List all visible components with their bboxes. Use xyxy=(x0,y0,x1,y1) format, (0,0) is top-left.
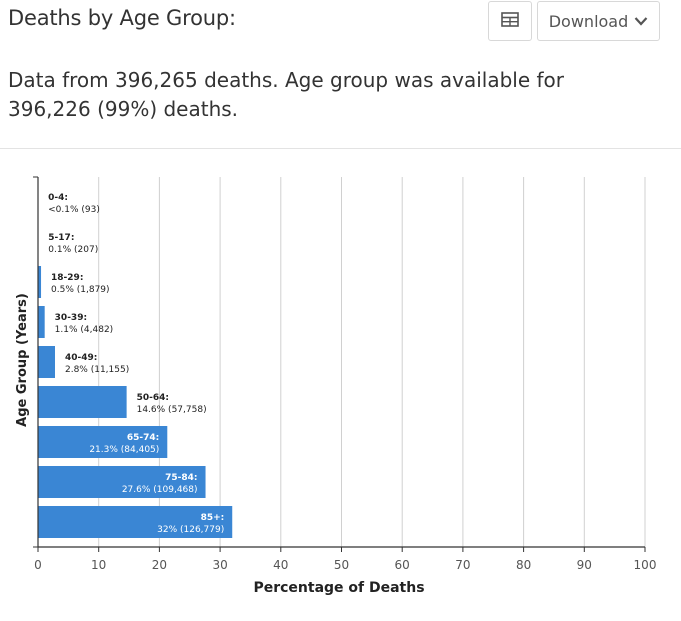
download-button[interactable]: Download xyxy=(537,1,660,41)
bar-value-label: 2.8% (11,155) xyxy=(65,365,129,375)
bar xyxy=(38,506,233,538)
y-axis-title: Age Group (Years) xyxy=(15,293,30,427)
age-group-bar-chart: 0-4: <0.1% (93) 5-17: 0.1% (207) 18-29: 0.5% … xyxy=(15,176,657,596)
table-view-button[interactable] xyxy=(488,1,532,41)
table-icon xyxy=(501,11,519,31)
bar-value-label: 32% (126,779) xyxy=(157,525,224,535)
x-tick-label: 20 xyxy=(152,558,167,572)
bar-category-label: 40-49: xyxy=(65,353,97,363)
x-tick-label: 30 xyxy=(212,558,227,572)
bar-value-label: 21.3% (84,405) xyxy=(89,445,159,455)
bar-value-label: 27.6% (109,468) xyxy=(122,485,198,495)
bar xyxy=(38,306,45,338)
bar-category-label: 0-4: xyxy=(48,193,68,203)
bar-value-label: 14.6% (57,758) xyxy=(137,405,207,415)
bar xyxy=(38,346,55,378)
x-tick-label: 80 xyxy=(516,558,531,572)
bar-category-label: 30-39: xyxy=(55,313,87,323)
bar-category-label: 85+: xyxy=(201,513,225,523)
x-tick-label: 60 xyxy=(395,558,410,572)
bars xyxy=(38,186,233,538)
data-labels: 0-4: <0.1% (93) 5-17: 0.1% (207) 18-29: 0.5% … xyxy=(48,193,224,535)
x-tick-label: 70 xyxy=(455,558,470,572)
bar xyxy=(38,386,127,418)
page-title: Deaths by Age Group: xyxy=(8,6,236,30)
x-tick-label: 100 xyxy=(634,558,657,572)
bar-category-label: 5-17: xyxy=(48,233,74,243)
x-tick-label: 0 xyxy=(34,558,42,572)
bar xyxy=(38,266,42,298)
axes: 0 10 20 30 40 50 60 70 80 90 100 xyxy=(33,176,657,572)
x-axis-title: Percentage of Deaths xyxy=(253,580,424,596)
bar-value-label: 0.5% (1,879) xyxy=(51,285,110,295)
bar-category-label: 18-29: xyxy=(51,273,83,283)
divider xyxy=(0,148,681,149)
bar-value-label: <0.1% (93) xyxy=(48,205,100,215)
bar-category-label: 50-64: xyxy=(137,393,169,403)
bar xyxy=(38,466,206,498)
x-tick-label: 10 xyxy=(91,558,106,572)
x-tick-label: 90 xyxy=(577,558,592,572)
bar xyxy=(38,426,168,458)
summary-text: Data from 396,265 deaths. Age group was … xyxy=(8,68,564,121)
bar-value-label: 0.1% (207) xyxy=(48,245,98,255)
bar-value-label: 1.1% (4,482) xyxy=(55,325,114,335)
bar-category-label: 75-84: xyxy=(165,473,197,483)
x-tick-label: 50 xyxy=(334,558,349,572)
download-label: Download xyxy=(548,11,629,31)
chevron-down-icon xyxy=(634,16,648,26)
x-tick-label: 40 xyxy=(273,558,288,572)
bar-category-label: 65-74: xyxy=(127,433,159,443)
